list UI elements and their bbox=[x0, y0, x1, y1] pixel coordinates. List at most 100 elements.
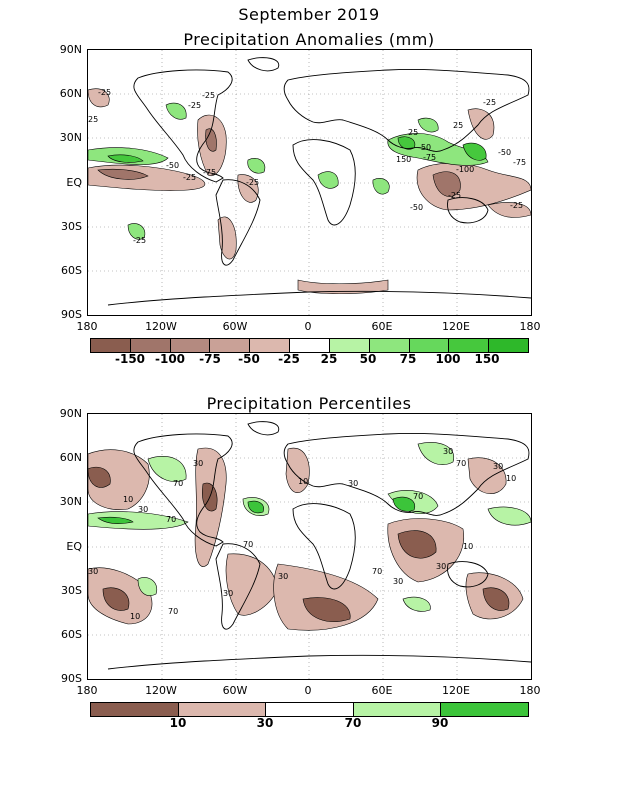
contour-label: 30 bbox=[348, 479, 358, 488]
lon-label: 120E bbox=[442, 684, 470, 697]
colorbar-label: 100 bbox=[435, 352, 461, 366]
contour-label: 30 bbox=[193, 459, 203, 468]
lat-label: 60N bbox=[59, 87, 82, 100]
colorbar-label: -75 bbox=[199, 352, 221, 366]
contour-label: -25 bbox=[133, 236, 146, 245]
contour-label: 30 bbox=[393, 577, 403, 586]
contour-label: 25 bbox=[88, 115, 98, 124]
lon-label: 60W bbox=[222, 320, 248, 333]
contour-label: 30 bbox=[138, 505, 148, 514]
colorbar-swatch bbox=[130, 339, 171, 352]
contour-label: -25 bbox=[246, 178, 259, 187]
lat-label: EQ bbox=[66, 540, 82, 553]
contour-label: -25 bbox=[188, 101, 201, 110]
colorbar-label: 50 bbox=[359, 352, 377, 366]
lon-label: 180 bbox=[76, 684, 98, 697]
contour-label: 70 bbox=[372, 567, 382, 576]
contour-label: -50 bbox=[410, 203, 423, 212]
colorbar-swatch bbox=[210, 339, 251, 352]
contour-label: -75 bbox=[423, 153, 436, 162]
coastlines bbox=[107, 57, 531, 306]
colorbar-swatch bbox=[91, 339, 131, 352]
colorbar-label: 90 bbox=[431, 716, 449, 730]
colorbar-label: 25 bbox=[320, 352, 338, 366]
colorbar-swatch bbox=[178, 703, 267, 716]
lat-label: 90S bbox=[61, 672, 82, 685]
contour-label: 70 bbox=[243, 540, 253, 549]
lon-label: 120E bbox=[442, 320, 470, 333]
lat-label: 90S bbox=[61, 308, 82, 321]
colorbar-swatch bbox=[489, 339, 528, 352]
lat-label: 60S bbox=[61, 264, 82, 277]
colorbar-swatch bbox=[409, 339, 450, 352]
contour-label: -75 bbox=[513, 158, 526, 167]
contour-label: -50 bbox=[418, 143, 431, 152]
lat-label: 60S bbox=[61, 628, 82, 641]
lat-label: 30S bbox=[61, 220, 82, 233]
colorbar-label: -100 bbox=[154, 352, 186, 366]
colorbar-label: 70 bbox=[344, 716, 362, 730]
contour-label: 10 bbox=[506, 474, 516, 483]
contour-label: 30 bbox=[88, 567, 98, 576]
colorbar-label: -50 bbox=[238, 352, 260, 366]
lat-label: EQ bbox=[66, 176, 82, 189]
contour-label: -25 bbox=[98, 88, 111, 97]
contour-label: 30 bbox=[278, 572, 288, 581]
colorbar-swatch bbox=[329, 339, 370, 352]
contour-label: 30 bbox=[436, 562, 446, 571]
contour-label: 150 bbox=[396, 155, 411, 164]
colorbar-swatch bbox=[353, 703, 442, 716]
figure-title: September 2019 bbox=[238, 5, 380, 24]
colorbar-label: 10 bbox=[169, 716, 187, 730]
contour-label: -25 bbox=[510, 201, 523, 210]
percentile-very-wet bbox=[97, 496, 416, 524]
percentile-map: 30 70 10 30 70 30 10 30 70 70 30 10 70 3… bbox=[87, 413, 532, 680]
colorbar-label: 75 bbox=[399, 352, 417, 366]
contour-label: 70 bbox=[413, 492, 423, 501]
colorbar-swatch bbox=[170, 339, 211, 352]
contour-label: 30 bbox=[443, 447, 453, 456]
contour-label: 70 bbox=[456, 459, 466, 468]
colorbar-label: -25 bbox=[278, 352, 300, 366]
contour-label: -25 bbox=[183, 173, 196, 182]
lon-label: 60E bbox=[371, 684, 393, 697]
colorbar-label: 150 bbox=[474, 352, 500, 366]
contour-label: 10 bbox=[298, 477, 308, 486]
contour-label: -50 bbox=[498, 148, 511, 157]
contour-label: -75 bbox=[203, 168, 216, 177]
contour-label: 10 bbox=[130, 612, 140, 621]
percentile-very-dry bbox=[88, 466, 510, 622]
lon-label: 120W bbox=[145, 320, 177, 333]
contour-label: 70 bbox=[168, 607, 178, 616]
colorbar-swatch bbox=[91, 703, 179, 716]
contour-label: 10 bbox=[463, 542, 473, 551]
colorbar-swatch bbox=[449, 339, 490, 352]
contour-label: 25 bbox=[408, 128, 418, 137]
lat-label: 60N bbox=[59, 451, 82, 464]
colorbar-swatch bbox=[250, 339, 291, 352]
colorbar-swatch bbox=[441, 703, 528, 716]
lon-label: 180 bbox=[519, 684, 541, 697]
contour-label: 25 bbox=[453, 121, 463, 130]
lon-label: 180 bbox=[519, 320, 541, 333]
contour-label: 30 bbox=[223, 589, 233, 598]
coastlines-pct bbox=[107, 421, 531, 670]
lon-label: 0 bbox=[304, 320, 312, 333]
contour-label: 30 bbox=[493, 462, 503, 471]
contour-label: -25 bbox=[448, 191, 461, 200]
lon-label: 0 bbox=[304, 684, 312, 697]
lat-label: 30S bbox=[61, 584, 82, 597]
lat-label: 90N bbox=[59, 407, 82, 420]
colorbar-swatch bbox=[290, 339, 330, 352]
colorbar-label: -150 bbox=[114, 352, 146, 366]
anomaly-map-title: Precipitation Anomalies (mm) bbox=[183, 30, 435, 49]
anomaly-strong-dry bbox=[97, 128, 461, 197]
anomaly-strong-wet bbox=[107, 136, 487, 163]
lon-label: 180 bbox=[76, 320, 98, 333]
percentile-contour-labels: 30 70 10 30 70 30 10 30 70 70 30 10 70 3… bbox=[88, 447, 516, 621]
lon-label: 60E bbox=[371, 320, 393, 333]
lon-label: 120W bbox=[145, 684, 177, 697]
colorbar-label: 30 bbox=[256, 716, 274, 730]
lat-label: 30N bbox=[59, 131, 82, 144]
lat-label: 30N bbox=[59, 495, 82, 508]
